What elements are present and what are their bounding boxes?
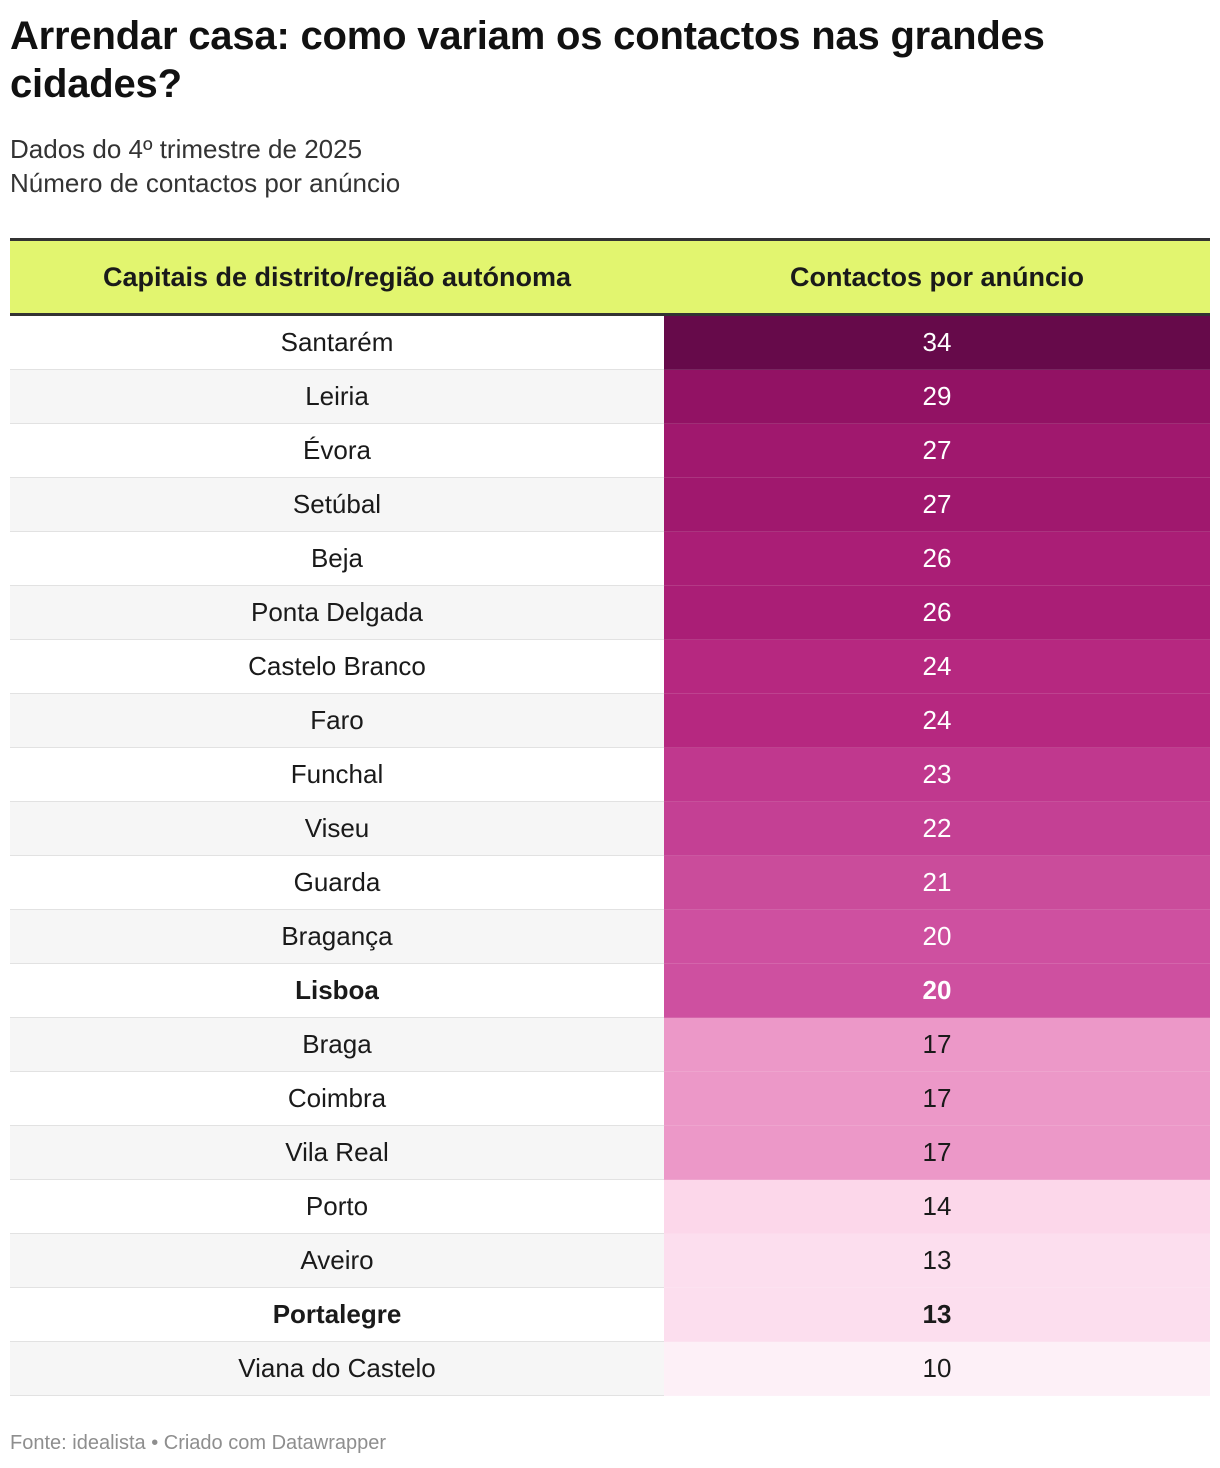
table-row: Faro 24	[10, 694, 1210, 748]
table-row: Guarda 21	[10, 856, 1210, 910]
city-cell: Faro	[10, 694, 664, 748]
table-row: Coimbra 17	[10, 1072, 1210, 1126]
city-cell: Beja	[10, 532, 664, 586]
city-cell: Setúbal	[10, 478, 664, 532]
table-row: Braga 17	[10, 1018, 1210, 1072]
city-cell: Funchal	[10, 748, 664, 802]
table-body: Santarém 34 Leiria 29 Évora 27 Setúbal 27 Beja 26…	[10, 316, 1210, 1396]
contacts-cell: 13	[664, 1234, 1210, 1288]
table-header: Capitais de distrito/região autónoma Con…	[10, 238, 1210, 316]
chart-subtitle: Dados do 4º trimestre de 2025 Número de …	[10, 132, 1210, 200]
table-row: Viana do Castelo 10	[10, 1342, 1210, 1396]
table-row: Porto 14	[10, 1180, 1210, 1234]
city-cell: Porto	[10, 1180, 664, 1234]
city-cell: Aveiro	[10, 1234, 664, 1288]
contacts-cell: 24	[664, 640, 1210, 694]
city-cell: Bragança	[10, 910, 664, 964]
contacts-cell: 34	[664, 316, 1210, 370]
city-cell: Viana do Castelo	[10, 1342, 664, 1396]
table-row: Vila Real 17	[10, 1126, 1210, 1180]
table-row: Aveiro 13	[10, 1234, 1210, 1288]
city-cell: Guarda	[10, 856, 664, 910]
contacts-cell: 20	[664, 964, 1210, 1018]
contacts-cell: 27	[664, 478, 1210, 532]
subtitle-metric: Número de contactos por anúncio	[10, 168, 401, 198]
contacts-cell: 20	[664, 910, 1210, 964]
table-row: Funchal 23	[10, 748, 1210, 802]
subtitle-period: Dados do 4º trimestre de 2025	[10, 134, 363, 164]
table-row: Bragança 20	[10, 910, 1210, 964]
table-row: Évora 27	[10, 424, 1210, 478]
header-contacts[interactable]: Contactos por anúncio	[789, 261, 1084, 292]
data-table: Capitais de distrito/região autónoma Con…	[10, 238, 1210, 1396]
contacts-cell: 21	[664, 856, 1210, 910]
contacts-cell: 10	[664, 1342, 1210, 1396]
city-cell: Castelo Branco	[10, 640, 664, 694]
table-row: Santarém 34	[10, 316, 1210, 370]
contacts-cell: 26	[664, 532, 1210, 586]
contacts-cell: 17	[664, 1018, 1210, 1072]
city-cell: Leiria	[10, 370, 664, 424]
city-cell: Ponta Delgada	[10, 586, 664, 640]
table-row: Castelo Branco 24	[10, 640, 1210, 694]
city-cell: Santarém	[10, 316, 664, 370]
chart-container: Arrendar casa: como variam os contactos …	[10, 0, 1210, 1396]
contacts-cell: 23	[664, 748, 1210, 802]
city-cell: Vila Real	[10, 1126, 664, 1180]
table-row: Leiria 29	[10, 370, 1210, 424]
contacts-cell: 24	[664, 694, 1210, 748]
table-row: Beja 26	[10, 532, 1210, 586]
contacts-cell: 29	[664, 370, 1210, 424]
table-row: Lisboa 20	[10, 964, 1210, 1018]
contacts-cell: 17	[664, 1072, 1210, 1126]
table-row: Ponta Delgada 26	[10, 586, 1210, 640]
table-row: Viseu 22	[10, 802, 1210, 856]
table-row: Setúbal 27	[10, 478, 1210, 532]
contacts-cell: 22	[664, 802, 1210, 856]
contacts-cell: 17	[664, 1126, 1210, 1180]
contacts-cell: 13	[664, 1288, 1210, 1342]
contacts-cell: 26	[664, 586, 1210, 640]
table-row: Portalegre 13	[10, 1288, 1210, 1342]
contacts-cell: 14	[664, 1180, 1210, 1234]
contacts-cell: 27	[664, 424, 1210, 478]
city-cell: Évora	[10, 424, 664, 478]
city-cell: Braga	[10, 1018, 664, 1072]
city-cell: Lisboa	[10, 964, 664, 1018]
city-cell: Coimbra	[10, 1072, 664, 1126]
city-cell: Portalegre	[10, 1288, 664, 1342]
city-cell: Viseu	[10, 802, 664, 856]
source-note: Fonte: idealista • Criado com Datawrappe…	[10, 1432, 387, 1454]
header-city[interactable]: Capitais de distrito/região autónoma	[102, 261, 572, 292]
chart-title: Arrendar casa: como variam os contactos …	[10, 14, 1045, 106]
